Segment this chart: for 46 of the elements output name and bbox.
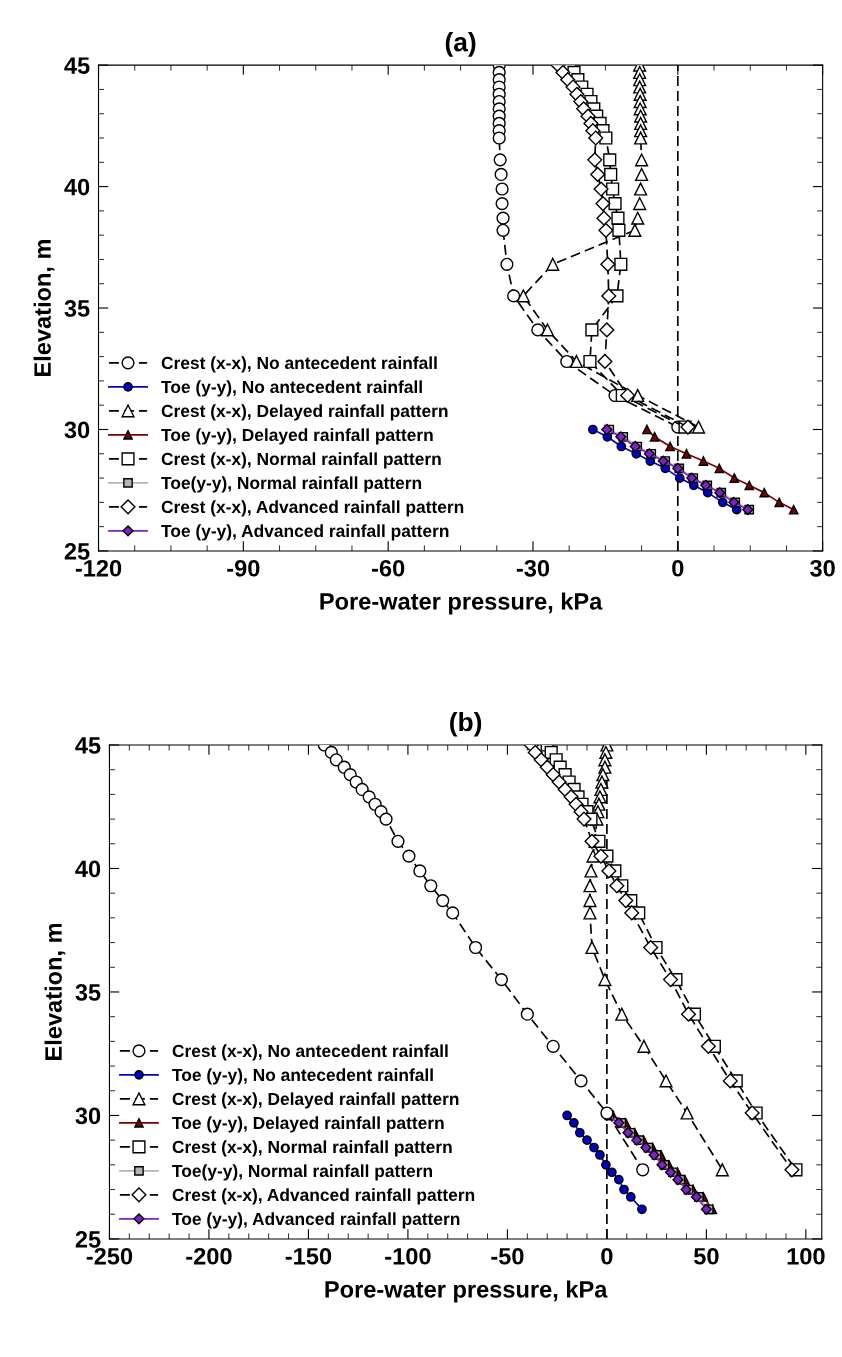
x-tick-label: -30: [516, 559, 550, 577]
x-axis-title: Pore-water pressure, kPa: [325, 1280, 608, 1303]
x-tick-label: -60: [372, 559, 405, 577]
legend-label: Crest (x-x), Advanced rainfall pattern: [172, 1188, 475, 1205]
x-tick-label: -150: [285, 1247, 332, 1265]
legend-label: Crest (x-x), No antecedent rainfall: [161, 356, 437, 373]
y-tick-label: 40: [75, 860, 101, 878]
chart-title: (a): [445, 32, 476, 57]
x-tick-label: -120: [75, 559, 122, 577]
x-tick-label: -90: [227, 559, 260, 577]
y-tick-label: 25: [75, 1231, 101, 1248]
x-tick-label: -100: [385, 1247, 431, 1265]
legend-label: Crest (x-x), Delayed rainfall pattern: [172, 1092, 459, 1109]
legend-label: Toe (y-y), Delayed rainfall pattern: [161, 428, 433, 445]
chart-title: (b): [450, 711, 482, 737]
legend-label: Toe (y-y), No antecedent rainfall: [172, 1068, 433, 1085]
y-tick-label: 45: [75, 737, 101, 754]
y-tick-label: 40: [64, 178, 90, 196]
x-tick-label: 100: [787, 1247, 825, 1265]
x-axis-title: Pore-water pressure, kPa: [320, 592, 603, 615]
y-tick-label: 45: [64, 57, 90, 74]
y-axis-title: Elevation, m: [33, 239, 55, 376]
x-tick-label: 0: [601, 1247, 613, 1265]
legend-label: Crest (x-x), Normal rainfall pattern: [172, 1140, 452, 1157]
legend-label: Toe (y-y), Delayed rainfall pattern: [172, 1116, 444, 1133]
x-tick-label: -250: [86, 1247, 133, 1265]
legend-label: Toe (y-y), Advanced rainfall pattern: [161, 524, 449, 541]
y-tick-label: 35: [64, 300, 90, 317]
x-tick-label: -50: [491, 1247, 524, 1265]
legend-label: Toe (y-y), No antecedent rainfall: [161, 380, 422, 397]
legend-label: Crest (x-x), Normal rainfall pattern: [161, 452, 441, 469]
legend-label: Crest (x-x), Advanced rainfall pattern: [161, 500, 464, 517]
legend-label: Toe (y-y), Advanced rainfall pattern: [172, 1212, 460, 1229]
x-tick-label: 30: [810, 559, 835, 577]
y-tick-label: 30: [75, 1107, 101, 1125]
legend-label: Toe(y-y), Normal rainfall pattern: [172, 1164, 432, 1181]
x-tick-label: 0: [672, 559, 684, 577]
x-tick-label: 50: [693, 1247, 719, 1265]
legend-label: Toe(y-y), Normal rainfall pattern: [161, 476, 422, 493]
y-tick-label: 35: [75, 984, 101, 1001]
y-tick-label: 25: [64, 543, 90, 560]
y-tick-label: 30: [64, 421, 90, 439]
y-axis-title: Elevation, m: [44, 923, 66, 1060]
legend-label: Crest (x-x), Delayed rainfall pattern: [161, 404, 448, 421]
x-tick-label: -200: [186, 1247, 232, 1265]
legend-label: Crest (x-x), No antecedent rainfall: [172, 1044, 448, 1061]
